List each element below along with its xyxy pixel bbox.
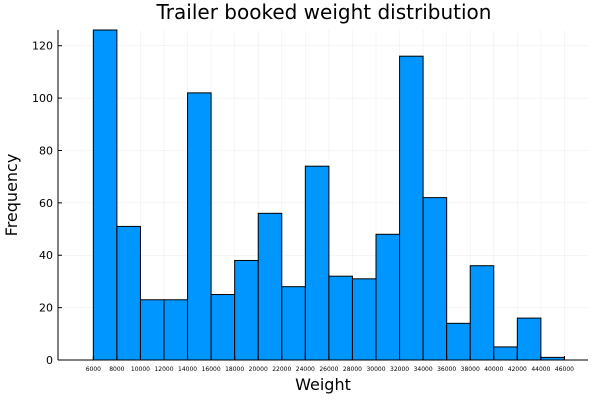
histogram-bar bbox=[469, 265, 495, 361]
x-tick-label: 32000 bbox=[390, 366, 409, 373]
x-tick-label: 28000 bbox=[343, 366, 362, 373]
y-tick-label: 60 bbox=[39, 197, 53, 210]
histogram-bar bbox=[375, 233, 401, 361]
histogram-bar bbox=[116, 225, 141, 361]
x-tick-label: 40000 bbox=[484, 366, 503, 373]
histogram-bar bbox=[304, 165, 330, 361]
x-tick-label: 38000 bbox=[461, 366, 480, 373]
y-tick-label: 20 bbox=[39, 302, 53, 315]
x-tick-label: 26000 bbox=[319, 366, 338, 373]
x-tick-label: 46000 bbox=[555, 366, 574, 373]
x-axis-label: Weight bbox=[295, 375, 351, 394]
x-tick-label: 24000 bbox=[296, 366, 315, 373]
histogram-bar bbox=[446, 322, 471, 361]
x-tick-label: 10000 bbox=[131, 366, 150, 373]
histogram-bar bbox=[234, 259, 259, 361]
histogram-bar bbox=[210, 294, 236, 361]
y-tick-label: 100 bbox=[32, 92, 53, 105]
x-tick-label: 44000 bbox=[531, 366, 550, 373]
y-tick-label: 40 bbox=[39, 249, 53, 262]
x-tick-label: 12000 bbox=[154, 366, 173, 373]
y-tick-label: 120 bbox=[32, 40, 53, 53]
axes bbox=[57, 30, 588, 361]
histogram-bar bbox=[257, 212, 283, 361]
histogram-bar bbox=[139, 299, 165, 361]
histogram-bar bbox=[187, 92, 212, 361]
x-tick-label: 34000 bbox=[414, 366, 433, 373]
histogram-bar bbox=[399, 55, 424, 361]
x-tick-label: 42000 bbox=[508, 366, 527, 373]
ticks: 0 20 40 60 80 100 120 6000 8000 10000 12000 14000 16… bbox=[32, 40, 574, 373]
x-tick-label: 22000 bbox=[272, 366, 291, 373]
x-tick-label: 6000 bbox=[86, 366, 101, 373]
x-tick-label: 30000 bbox=[366, 366, 385, 373]
y-tick-label: 0 bbox=[46, 354, 53, 367]
histogram-bar bbox=[516, 317, 542, 361]
x-tick-label: 14000 bbox=[178, 366, 197, 373]
x-tick-label: 20000 bbox=[249, 366, 268, 373]
y-axis-label: Frequency bbox=[2, 154, 21, 237]
x-tick-label: 8000 bbox=[109, 366, 124, 373]
histogram-bar bbox=[493, 346, 518, 361]
histogram-bar bbox=[328, 275, 353, 361]
x-tick-label: 18000 bbox=[225, 366, 244, 373]
histogram-bar bbox=[163, 299, 189, 361]
x-tick-label: 36000 bbox=[437, 366, 456, 373]
histogram-bar bbox=[281, 286, 306, 361]
bars bbox=[92, 29, 565, 361]
histogram-bar bbox=[422, 197, 448, 361]
chart-title: Trailer booked weight distribution bbox=[156, 0, 492, 24]
histogram-bar bbox=[351, 278, 377, 361]
histogram-bar bbox=[92, 29, 118, 361]
y-tick-label: 80 bbox=[39, 144, 53, 157]
x-tick-label: 16000 bbox=[202, 366, 221, 373]
